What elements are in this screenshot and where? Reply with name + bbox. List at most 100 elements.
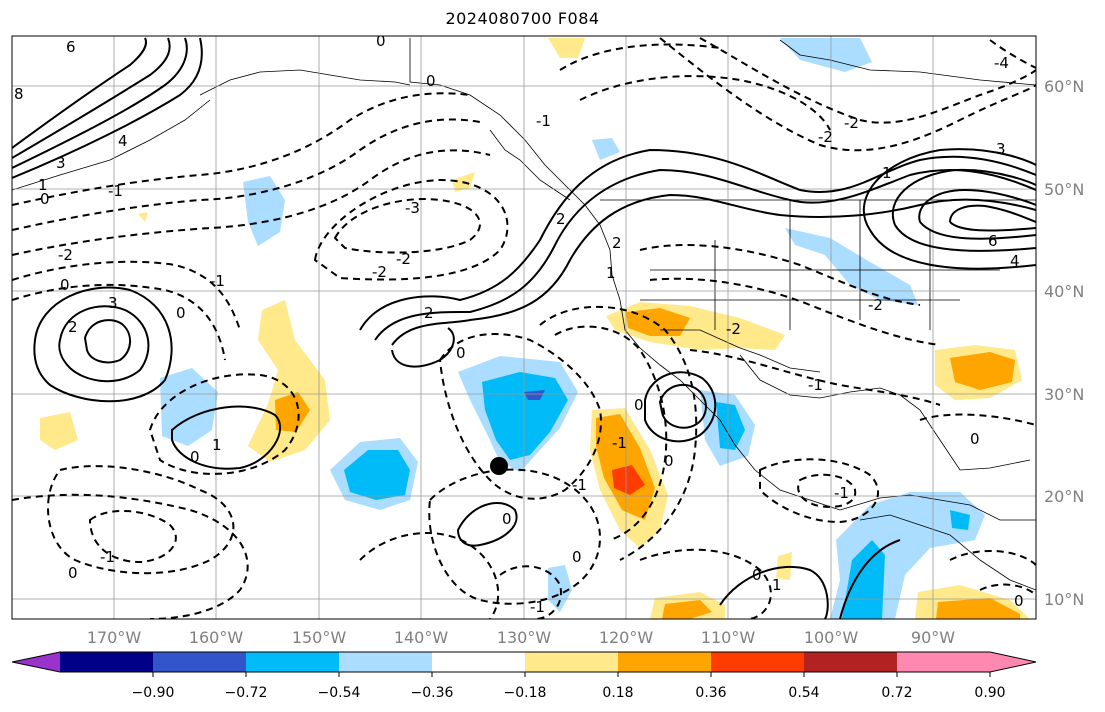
negative-shading-area xyxy=(160,368,218,446)
contour-label: -1 xyxy=(530,598,545,616)
colorbar-bins xyxy=(60,652,991,672)
contour-line xyxy=(171,405,281,470)
contour-label: 0 xyxy=(176,304,186,322)
contour-line xyxy=(559,43,721,71)
lon-label: 130°W xyxy=(497,628,552,647)
lat-label: 50°N xyxy=(1044,180,1084,199)
contour-label: 0 xyxy=(40,190,50,208)
colorbar-bin xyxy=(618,652,712,672)
colorbar-tick-label: −0.72 xyxy=(225,685,268,701)
contour-label: 0 xyxy=(60,276,70,294)
colorbar-tick-label: 0.36 xyxy=(695,685,726,701)
coastline-layer xyxy=(12,38,1036,591)
aleutian-islands xyxy=(12,99,211,191)
positive-contours xyxy=(12,37,1036,619)
coastline-panhandle xyxy=(489,129,571,201)
positive-shading-area xyxy=(776,552,792,580)
colorbar-under-extension xyxy=(12,652,60,672)
coastline-hudson-region xyxy=(779,39,1036,86)
coastline-central-america xyxy=(859,514,1036,591)
contour-line xyxy=(891,168,1036,252)
contour-line xyxy=(658,383,707,429)
contour-line xyxy=(12,37,171,159)
shaded-anomaly-layer xyxy=(40,38,1030,619)
contour-line xyxy=(83,319,131,364)
lon-label: 150°W xyxy=(292,628,347,647)
colorbar-bin xyxy=(153,652,247,672)
contour-line xyxy=(359,148,1036,331)
contour-line xyxy=(12,37,203,179)
colorbar-bin xyxy=(60,652,154,672)
positive-shading-core xyxy=(950,352,1015,390)
contour-line xyxy=(699,37,1036,124)
colorbar: −0.90 −0.72 −0.54 −0.36 −0.18 0.18 0.36 0.54 0.7… xyxy=(11,651,1037,701)
contour-label: 3 xyxy=(996,140,1006,158)
positive-shading-core xyxy=(626,308,690,336)
contour-label: -1 xyxy=(572,476,587,494)
contour-line xyxy=(579,75,831,131)
contour-label: -1 xyxy=(834,484,849,502)
contour-label: 2 xyxy=(556,210,566,228)
contour-label: -1 xyxy=(536,112,551,130)
contour-line xyxy=(58,305,150,383)
contour-label: -2 xyxy=(58,246,73,264)
contour-line xyxy=(12,118,481,231)
positive-shading-area xyxy=(248,300,330,462)
contour-line xyxy=(979,583,1036,596)
lon-label: 90°W xyxy=(911,628,955,647)
colorbar-tick-label: 0.72 xyxy=(881,685,912,701)
contour-label: 0 xyxy=(572,548,582,566)
contour-line xyxy=(639,548,772,619)
contour-label: -3 xyxy=(405,199,420,217)
contour-line xyxy=(759,458,880,524)
contour-label: -4 xyxy=(994,54,1009,72)
contour-label: -2 xyxy=(844,114,859,132)
contour-label: 0 xyxy=(970,430,980,448)
lat-label: 60°N xyxy=(1044,77,1084,96)
contour-label: 1 xyxy=(882,164,892,182)
negative-contours xyxy=(12,37,1036,619)
contour-line xyxy=(12,37,188,169)
positive-shading-core xyxy=(936,598,1020,619)
contour-line xyxy=(639,244,921,306)
colorbar-tick-label: −0.54 xyxy=(318,685,361,701)
positive-shading-peak xyxy=(612,465,645,495)
colorbar-bin xyxy=(897,652,991,672)
contour-label: -2 xyxy=(868,296,883,314)
colorbar-bin xyxy=(339,652,433,672)
contour-label: 4 xyxy=(118,132,128,150)
contour-label: 3 xyxy=(56,154,66,172)
negative-shading-area xyxy=(785,228,918,305)
border-us-mexico xyxy=(660,329,821,373)
map-title: 2024080700 F084 xyxy=(445,9,600,28)
coastline-gulf-of-mexico xyxy=(739,354,1031,471)
contour-line xyxy=(33,286,173,403)
coastline-north-america-pacific xyxy=(409,38,1036,521)
contour-label: 1 xyxy=(772,576,782,594)
contour-label: 2 xyxy=(424,304,434,322)
contour-line xyxy=(862,148,1036,270)
colorbar-bin xyxy=(804,652,898,672)
contour-label: -2 xyxy=(372,263,387,281)
positive-shading-area xyxy=(548,38,585,58)
contour-line xyxy=(719,565,829,619)
lon-label: 120°W xyxy=(599,628,654,647)
contour-label: 0 xyxy=(502,510,512,528)
contour-line xyxy=(918,188,1036,240)
contour-label: 0 xyxy=(376,32,386,50)
negative-shading-peak xyxy=(524,390,545,400)
colorbar-tick-label: −0.18 xyxy=(504,685,547,701)
contour-line xyxy=(47,465,235,575)
contour-line xyxy=(374,168,1036,341)
lon-label: 170°W xyxy=(87,628,142,647)
coastline-alaska xyxy=(199,69,411,96)
contour-labels: 8 6 4 3 1 0 -1 -2 0 3 2 -3 -2 -2 2 0 0 -… xyxy=(14,32,1024,616)
contour-line xyxy=(428,468,601,605)
contour-label: -1 xyxy=(612,434,627,452)
contour-line xyxy=(333,198,481,254)
lat-label: 30°N xyxy=(1044,385,1084,404)
contour-line xyxy=(12,92,471,206)
lat-label: 40°N xyxy=(1044,282,1084,301)
longitude-labels: 170°W 160°W 150°W 140°W 130°W 120°W 110°… xyxy=(87,628,955,647)
colorbar-bin xyxy=(525,652,619,672)
